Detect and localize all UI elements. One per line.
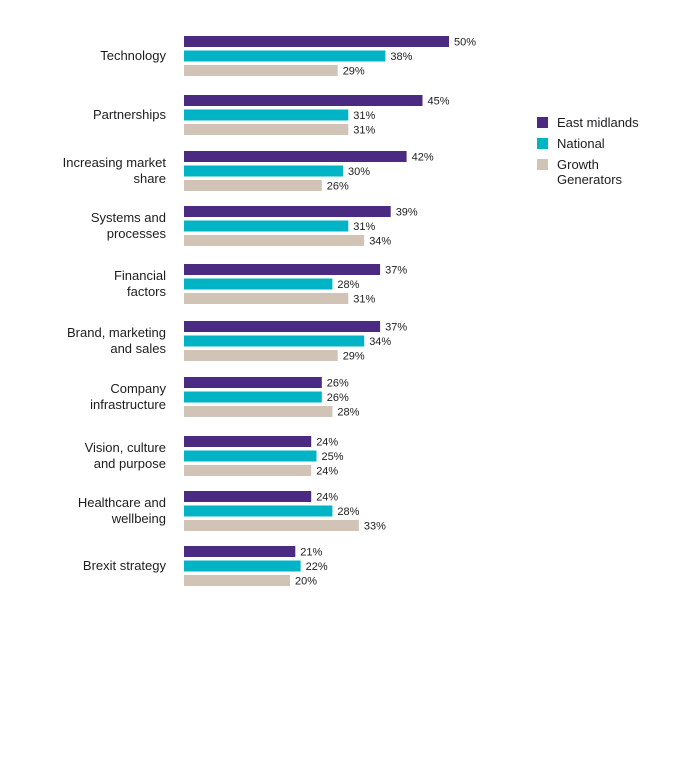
bar [184,220,349,232]
value-label: 45% [428,96,450,108]
value-label: 26% [327,181,349,193]
category-label: Company infrastructure [90,381,166,412]
bar [184,560,301,572]
value-label: 31% [353,221,375,233]
category-label: Brexit strategy [83,558,167,573]
value-label: 24% [316,437,338,449]
category-label: Technology [100,48,166,63]
category-label: Vision, culture and purpose [85,440,166,471]
value-label: 28% [337,506,359,518]
bar [184,165,343,177]
bar [184,65,338,76]
bar [184,335,365,347]
bar [184,151,407,162]
value-label: 38% [390,51,412,63]
value-label: 37% [385,265,407,277]
value-label: 25% [322,451,344,463]
value-label: 39% [396,207,418,219]
bar [184,546,296,557]
value-label: 20% [295,576,317,588]
legend-label: Growth Generators [557,157,623,187]
legend-label: National [557,136,605,151]
value-label: 50% [454,37,476,49]
value-label: 31% [353,125,375,137]
value-label: 31% [353,294,375,306]
value-label: 33% [364,521,386,533]
value-label: 28% [337,279,359,291]
bar [184,50,386,62]
bar [184,235,365,246]
category-label: Brand, marketing and sales [67,325,166,356]
bar [184,505,333,517]
bar [184,406,333,417]
category-label: Financial factors [114,268,167,299]
bar [184,491,312,502]
bar [184,350,338,361]
bar [184,293,349,304]
bar [184,377,322,388]
bar [184,321,381,332]
value-label: 26% [327,392,349,404]
legend-swatch [537,117,548,128]
bar [184,520,359,531]
bar [184,124,349,135]
value-label: 29% [343,66,365,78]
bar [184,109,349,121]
bar [184,575,290,586]
legend: East midlands National Growth Generators [537,115,639,187]
bar [184,278,333,290]
bar [184,206,391,217]
value-label: 29% [343,351,365,363]
value-label: 28% [337,407,359,419]
value-label: 34% [369,336,391,348]
value-label: 31% [353,110,375,122]
bar [184,95,423,106]
value-label: 30% [348,166,370,178]
value-label: 26% [327,378,349,390]
value-label: 21% [300,547,322,559]
category-label: Increasing market share [63,155,167,186]
value-label: 42% [412,152,434,164]
value-label: 22% [306,561,328,573]
category-labels: Technology Partnerships Increasing market s… [63,48,167,573]
bar [184,436,312,447]
value-label: 37% [385,322,407,334]
value-labels: 50% 38% 29% 45% 31% 31% 42% 30% 26% 39% 31% 34% 37% 2… [295,37,476,588]
category-label: Healthcare and wellbeing [78,495,166,526]
bar [184,391,322,403]
legend-swatch [537,159,548,170]
bar [184,264,381,275]
bar [184,450,317,462]
bars-layer [184,36,449,586]
legend-swatch [537,138,548,149]
bar [184,180,322,191]
value-label: 34% [369,236,391,248]
value-label: 24% [316,492,338,504]
value-label: 24% [316,466,338,478]
bar [184,465,312,476]
legend-label: East midlands [557,115,639,130]
category-label: Partnerships [93,107,166,122]
bar [184,36,449,47]
category-label: Systems and processes [91,210,167,241]
